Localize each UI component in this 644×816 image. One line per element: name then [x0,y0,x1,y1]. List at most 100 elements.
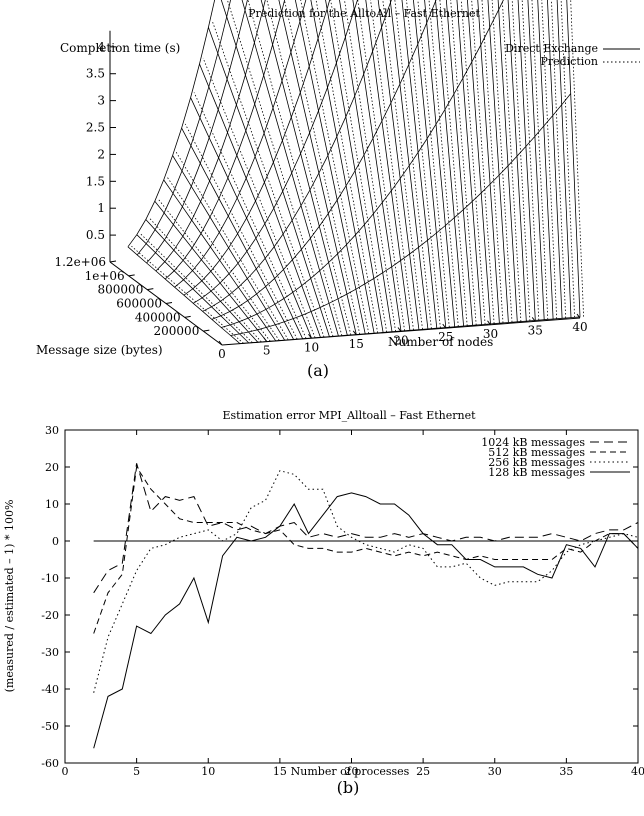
mesh-line-prediction [157,198,271,342]
mesh-line-direct [202,0,392,312]
y-tick-label: 0 [52,535,59,548]
mesh-line-prediction [357,0,405,331]
mesh-line-direct [174,0,307,288]
mesh-line-direct [192,0,358,304]
mesh-line-direct [211,0,437,320]
mesh-line-direct [467,0,491,324]
mesh-line-prediction [247,0,343,336]
x-tick-label: 40 [631,765,644,778]
x-tick-label: 15 [349,337,364,351]
y-tick-mark [109,260,117,263]
chart-b-x-axis-label: Number of processes [291,765,410,778]
mesh-line-prediction [131,245,244,344]
y-tick-label: 30 [45,424,59,437]
chart-a-caption: (a) [307,361,329,380]
y-tick-label: 400000 [135,310,181,324]
x-tick-label: 30 [483,327,498,341]
legend-b-entry: 128 kB messages [488,466,585,479]
x-tick-label: 20 [345,765,359,778]
z-tick-label: 4 [97,40,105,54]
x-tick-label: 35 [559,765,573,778]
x-tick-label: 10 [201,765,215,778]
mesh-line-prediction [140,233,253,343]
chart-a-mesh [127,0,584,344]
mesh-line-prediction [283,0,361,335]
mesh-line-direct [164,0,286,280]
mesh-line-prediction [428,0,459,327]
x-tick-label: 5 [133,765,140,778]
x-tick-label: 0 [62,765,69,778]
x-tick-mark [218,340,223,346]
chart-b-series [93,463,639,749]
z-tick-label: 1 [97,201,105,215]
chart-a-y-axis-label: Message size (bytes) [36,343,163,357]
z-tick-label: 0.5 [86,228,105,242]
mesh-line-direct [221,0,504,328]
x-tick-label: 0 [218,347,226,361]
y-tick-label: 1.2e+06 [54,255,106,269]
mesh-line-direct [183,0,331,296]
z-tick-label: 2.5 [86,121,105,135]
mesh-line-direct [278,0,357,335]
series-line-1024kb [93,463,639,594]
x-tick-label: 40 [572,320,587,334]
mesh-line-prediction [315,0,379,333]
mesh-line-direct [220,0,330,337]
mesh-line-prediction [382,0,423,330]
mesh-line-prediction [166,177,280,341]
mesh-line-direct [239,316,581,344]
chart-b-y-axis-label: (measured / estimated – 1) * 100% [3,500,16,693]
x-tick-label: 10 [304,340,319,354]
x-tick-label: 20 [393,334,408,348]
y-tick-mark [184,315,191,318]
legend-a-direct-exchange: Direct Exchange [505,42,598,55]
mesh-line-prediction [491,0,513,323]
mesh-line-direct [435,0,464,327]
mesh-line-direct [339,0,393,332]
y-tick-mark [203,329,210,332]
mesh-line-prediction [227,0,334,337]
z-tick-label: 2 [97,147,105,161]
y-tick-mark [147,288,154,291]
chart-b-caption: (b) [337,778,360,797]
y-tick-label: -60 [41,757,59,770]
chart-b-ticks: 0 5 10 15 20 25 30 35 40 -60 -50 -40 -30 -20 -10 0 10 20 3… [41,424,644,778]
mesh-line-direct [230,93,572,336]
legend-b-entry: 1024 kB messages [481,436,585,449]
mesh-line-prediction [471,0,495,324]
y-tick-label: 10 [45,498,59,511]
chart-b-title: Estimation error MPI_Alltoall – Fast Eth… [222,409,476,422]
z-tick-label: 1.5 [86,174,105,188]
x-tick-label: 15 [273,765,287,778]
mesh-line-prediction [202,57,316,338]
x-tick-label: 5 [263,344,271,358]
y-tick-label: -50 [41,720,59,733]
x-tick-label: 30 [488,765,502,778]
x-tick-label: 25 [438,330,453,344]
mesh-line-direct [127,0,216,248]
chart-a-z-axis-label: Completion time (s) [60,41,180,55]
series-line-256kb [93,470,639,693]
mesh-line-direct [155,0,266,272]
mesh-line-prediction [300,0,370,334]
mesh-line-direct [377,0,420,330]
chart-b-plot-frame [64,429,639,764]
series-line-512kb [93,465,639,634]
chart-a-title: Prediction for the AlltoAll – Fast Ether… [248,7,480,20]
y-tick-label: -20 [41,609,59,622]
y-tick-label: -40 [41,683,59,696]
y-tick-label: 800000 [98,283,144,297]
legend-b-entry: 256 kB messages [488,456,585,469]
y-tick-label: 20 [45,461,59,474]
x-tick-label: 35 [528,323,543,337]
mesh-line-direct [136,0,231,256]
y-tick-label: 1e+06 [85,269,125,283]
mesh-line-direct [146,0,248,264]
mesh-line-prediction [394,0,432,329]
legend-b-entry: 512 kB messages [488,446,585,459]
mesh-line-prediction [370,0,414,331]
mesh-line-prediction [175,151,289,341]
chart-b-line: Estimation error MPI_Alltoall – Fast Eth… [3,409,644,797]
y-tick-label: 600000 [116,297,162,311]
